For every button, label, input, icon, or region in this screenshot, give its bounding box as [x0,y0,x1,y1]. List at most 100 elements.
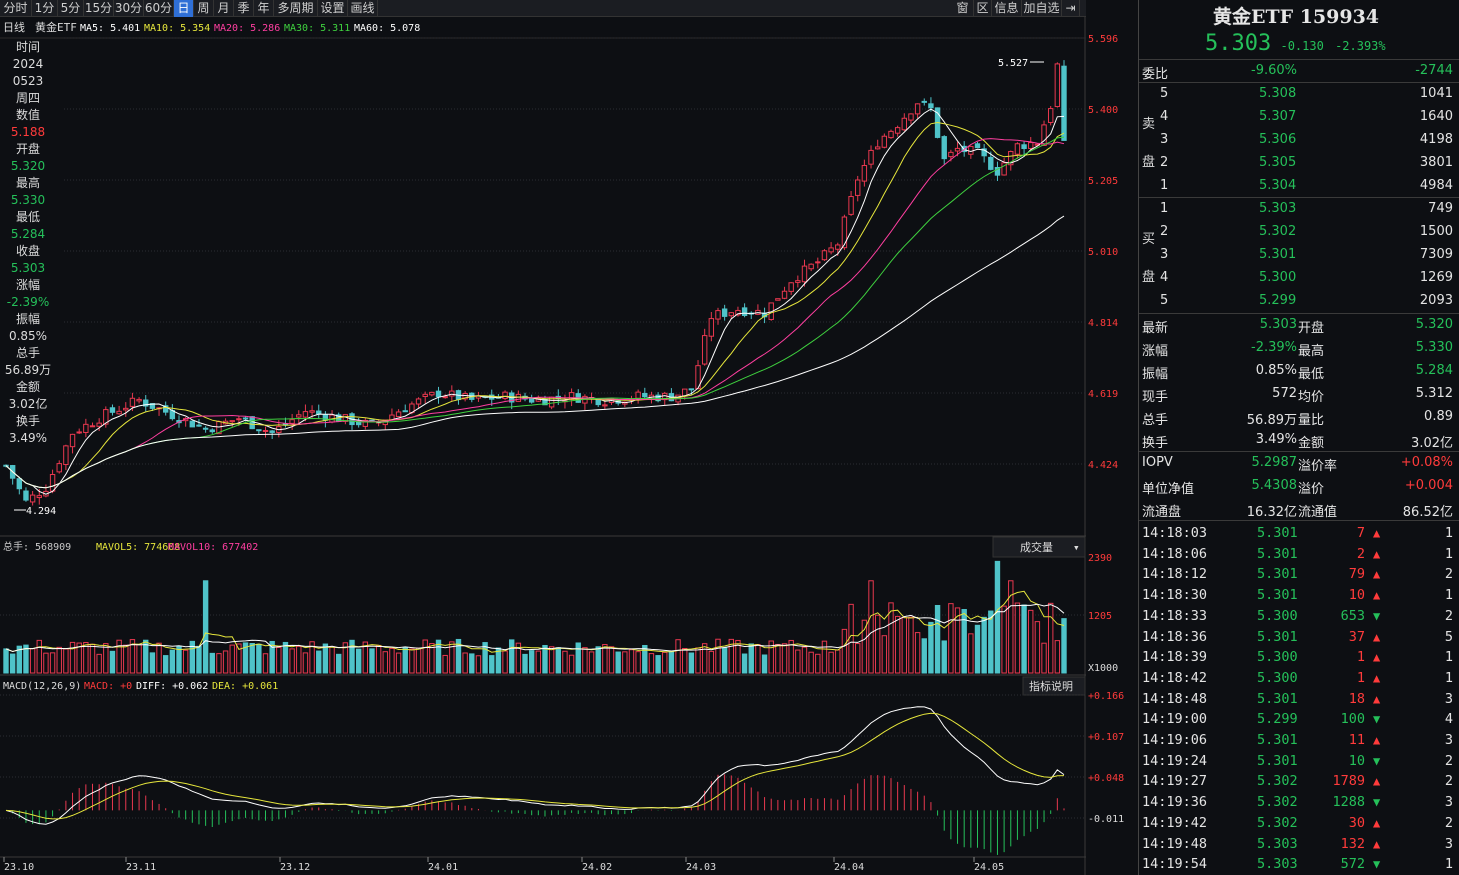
period-tab-8[interactable]: 月 [214,0,234,17]
stat-label-2: 量比 [1298,413,1325,428]
sell-level-1[interactable]: 1 5.304 4984 [1139,175,1459,198]
buy-level-1[interactable]: 1 5.303 749 [1139,198,1459,221]
toolbar-right-2[interactable]: 信息 [992,0,1022,17]
period-tab-10[interactable]: 年 [254,0,274,17]
ma20-line [5,138,1065,489]
candle-body [901,117,908,131]
tick-count: 2 [1444,773,1453,790]
stat-value-2: 5.330 [1415,340,1453,355]
tick-row[interactable]: 14:19:36 5.302 1288 ▼ 3 [1139,792,1459,812]
candle-body [103,409,109,425]
level-volume: 1500 [1419,224,1453,239]
tick-row[interactable]: 14:18:48 5.301 18 ▲ 3 [1139,689,1459,709]
period-tab-4[interactable]: 30分 [114,0,144,17]
period-tab-9[interactable]: 季 [234,0,254,17]
volume-bar [302,652,309,674]
tick-time: 14:19:48 [1142,835,1208,852]
period-tab-11[interactable]: 多周期 [274,0,318,17]
info-item-3: 周四 [15,91,40,105]
date-axis-label-0: 23.10 [4,862,34,873]
sell-level-5[interactable]: 5 5.308 1041 [1139,83,1459,106]
period-tab-13[interactable]: 画线 [348,0,378,17]
volume-bar [369,648,375,674]
toolbar-right-4[interactable]: ⇥ [1062,0,1080,17]
level-price: 5.304 [1259,178,1297,193]
volume-bar [23,644,29,674]
dea-line [5,712,1065,820]
tick-row[interactable]: 14:18:39 5.300 1 ▲ 1 [1139,647,1459,667]
tick-row[interactable]: 14:18:12 5.301 79 ▲ 2 [1139,564,1459,584]
tick-row[interactable]: 14:18:42 5.300 1 ▲ 1 [1139,668,1459,688]
tick-row[interactable]: 14:18:06 5.301 2 ▲ 1 [1139,544,1459,564]
volume-bar [262,653,269,674]
buy-level-4[interactable]: 4 5.300 1269 [1139,267,1459,290]
info-item-18: 总手 [15,346,40,360]
tick-time: 14:18:30 [1142,587,1208,604]
tick-row[interactable]: 14:19:24 5.301 10 ▼ 2 [1139,751,1459,771]
sell-level-2[interactable]: 2 5.305 3801 [1139,152,1459,175]
stat-label: 涨幅 [1142,344,1169,359]
volume-bar [888,602,894,674]
info-item-4: 数值 [15,108,40,122]
info-item-11: 5.284 [10,227,46,241]
toolbar-right-3[interactable]: 加自选 [1022,0,1062,17]
candle-body [415,398,422,405]
sell-level-4[interactable]: 4 5.307 1640 [1139,106,1459,129]
tick-row[interactable]: 14:19:54 5.303 572 ▼ 1 [1139,854,1459,874]
tick-price: 5.301 [1257,690,1298,707]
period-tab-6[interactable]: 日 [174,0,194,17]
mavol5-line [5,590,1065,653]
tick-row[interactable]: 14:19:00 5.299 100 ▼ 4 [1139,709,1459,729]
tick-row[interactable]: 14:18:30 5.301 10 ▲ 1 [1139,585,1459,605]
period-tab-1[interactable]: 1分 [32,0,58,17]
period-tab-7[interactable]: 周 [194,0,214,17]
volume-bar [495,647,502,674]
stock-title: 黄金ETF 159934 [1212,6,1380,28]
book-side-label-3: 盘 [1142,270,1156,285]
price-axis-label-6: 4.424 [1088,460,1118,471]
period-tab-0[interactable]: 分时 [0,0,32,17]
buy-level-5[interactable]: 5 5.299 2093 [1139,290,1459,313]
candle-body [602,404,608,407]
weibi-value: -2744 [1415,63,1453,78]
candle-body [83,423,89,433]
tick-row[interactable]: 14:18:03 5.301 7 ▲ 1 [1139,523,1459,543]
period-tab-2[interactable]: 5分 [58,0,84,17]
tick-count: 3 [1444,690,1453,707]
kline-chart[interactable]: 5.596 5.400 5.205 5.010 4.814 4.619 4.424 日线 黄金E… [0,17,1138,875]
volume-bar [322,643,329,674]
volume-bar [182,649,189,674]
period-tab-12[interactable]: 设置 [318,0,348,17]
tick-count: 1 [1444,649,1453,666]
period-tab-5[interactable]: 60分 [144,0,174,17]
toolbar-right-0[interactable]: 窗 [952,0,974,17]
tick-row[interactable]: 14:18:33 5.300 653 ▼ 2 [1139,606,1459,626]
stat-value: -2.39% [1251,340,1297,355]
stat-value-2: 86.52亿 [1402,505,1453,520]
buy-level-3[interactable]: 3 5.301 7309 [1139,244,1459,267]
arrow-up-icon: ▲ [1373,650,1381,665]
tick-row[interactable]: 14:19:06 5.301 11 ▲ 3 [1139,730,1459,750]
period-tab-3[interactable]: 15分 [84,0,114,17]
buy-level-2[interactable]: 2 5.302 1500 [1139,221,1459,244]
volume-bar [815,653,821,674]
volume-bar [429,643,435,674]
arrow-up-icon: ▲ [1373,670,1381,685]
tick-row[interactable]: 14:19:42 5.302 30 ▲ 2 [1139,813,1459,833]
toolbar-right-1[interactable]: 区 [974,0,992,17]
volume-bar [821,640,828,674]
level-volume: 1269 [1419,270,1453,285]
candle-body [828,247,834,253]
tick-row[interactable]: 14:19:27 5.302 1789 ▲ 2 [1139,771,1459,791]
sell-level-3[interactable]: 3 5.306 4198 [1139,129,1459,152]
tick-row[interactable]: 14:18:36 5.301 37 ▲ 5 [1139,627,1459,647]
candle-body [49,474,56,492]
arrow-up-icon: ▲ [1373,836,1381,851]
tick-row[interactable]: 14:19:48 5.303 132 ▲ 3 [1139,834,1459,854]
volume-bar [355,648,362,674]
volume-bar [103,643,109,674]
level: 1 [1160,178,1169,193]
tick-volume: 132 [1340,835,1365,852]
tick-volume: 10 [1348,752,1365,769]
candle-body [515,393,522,402]
